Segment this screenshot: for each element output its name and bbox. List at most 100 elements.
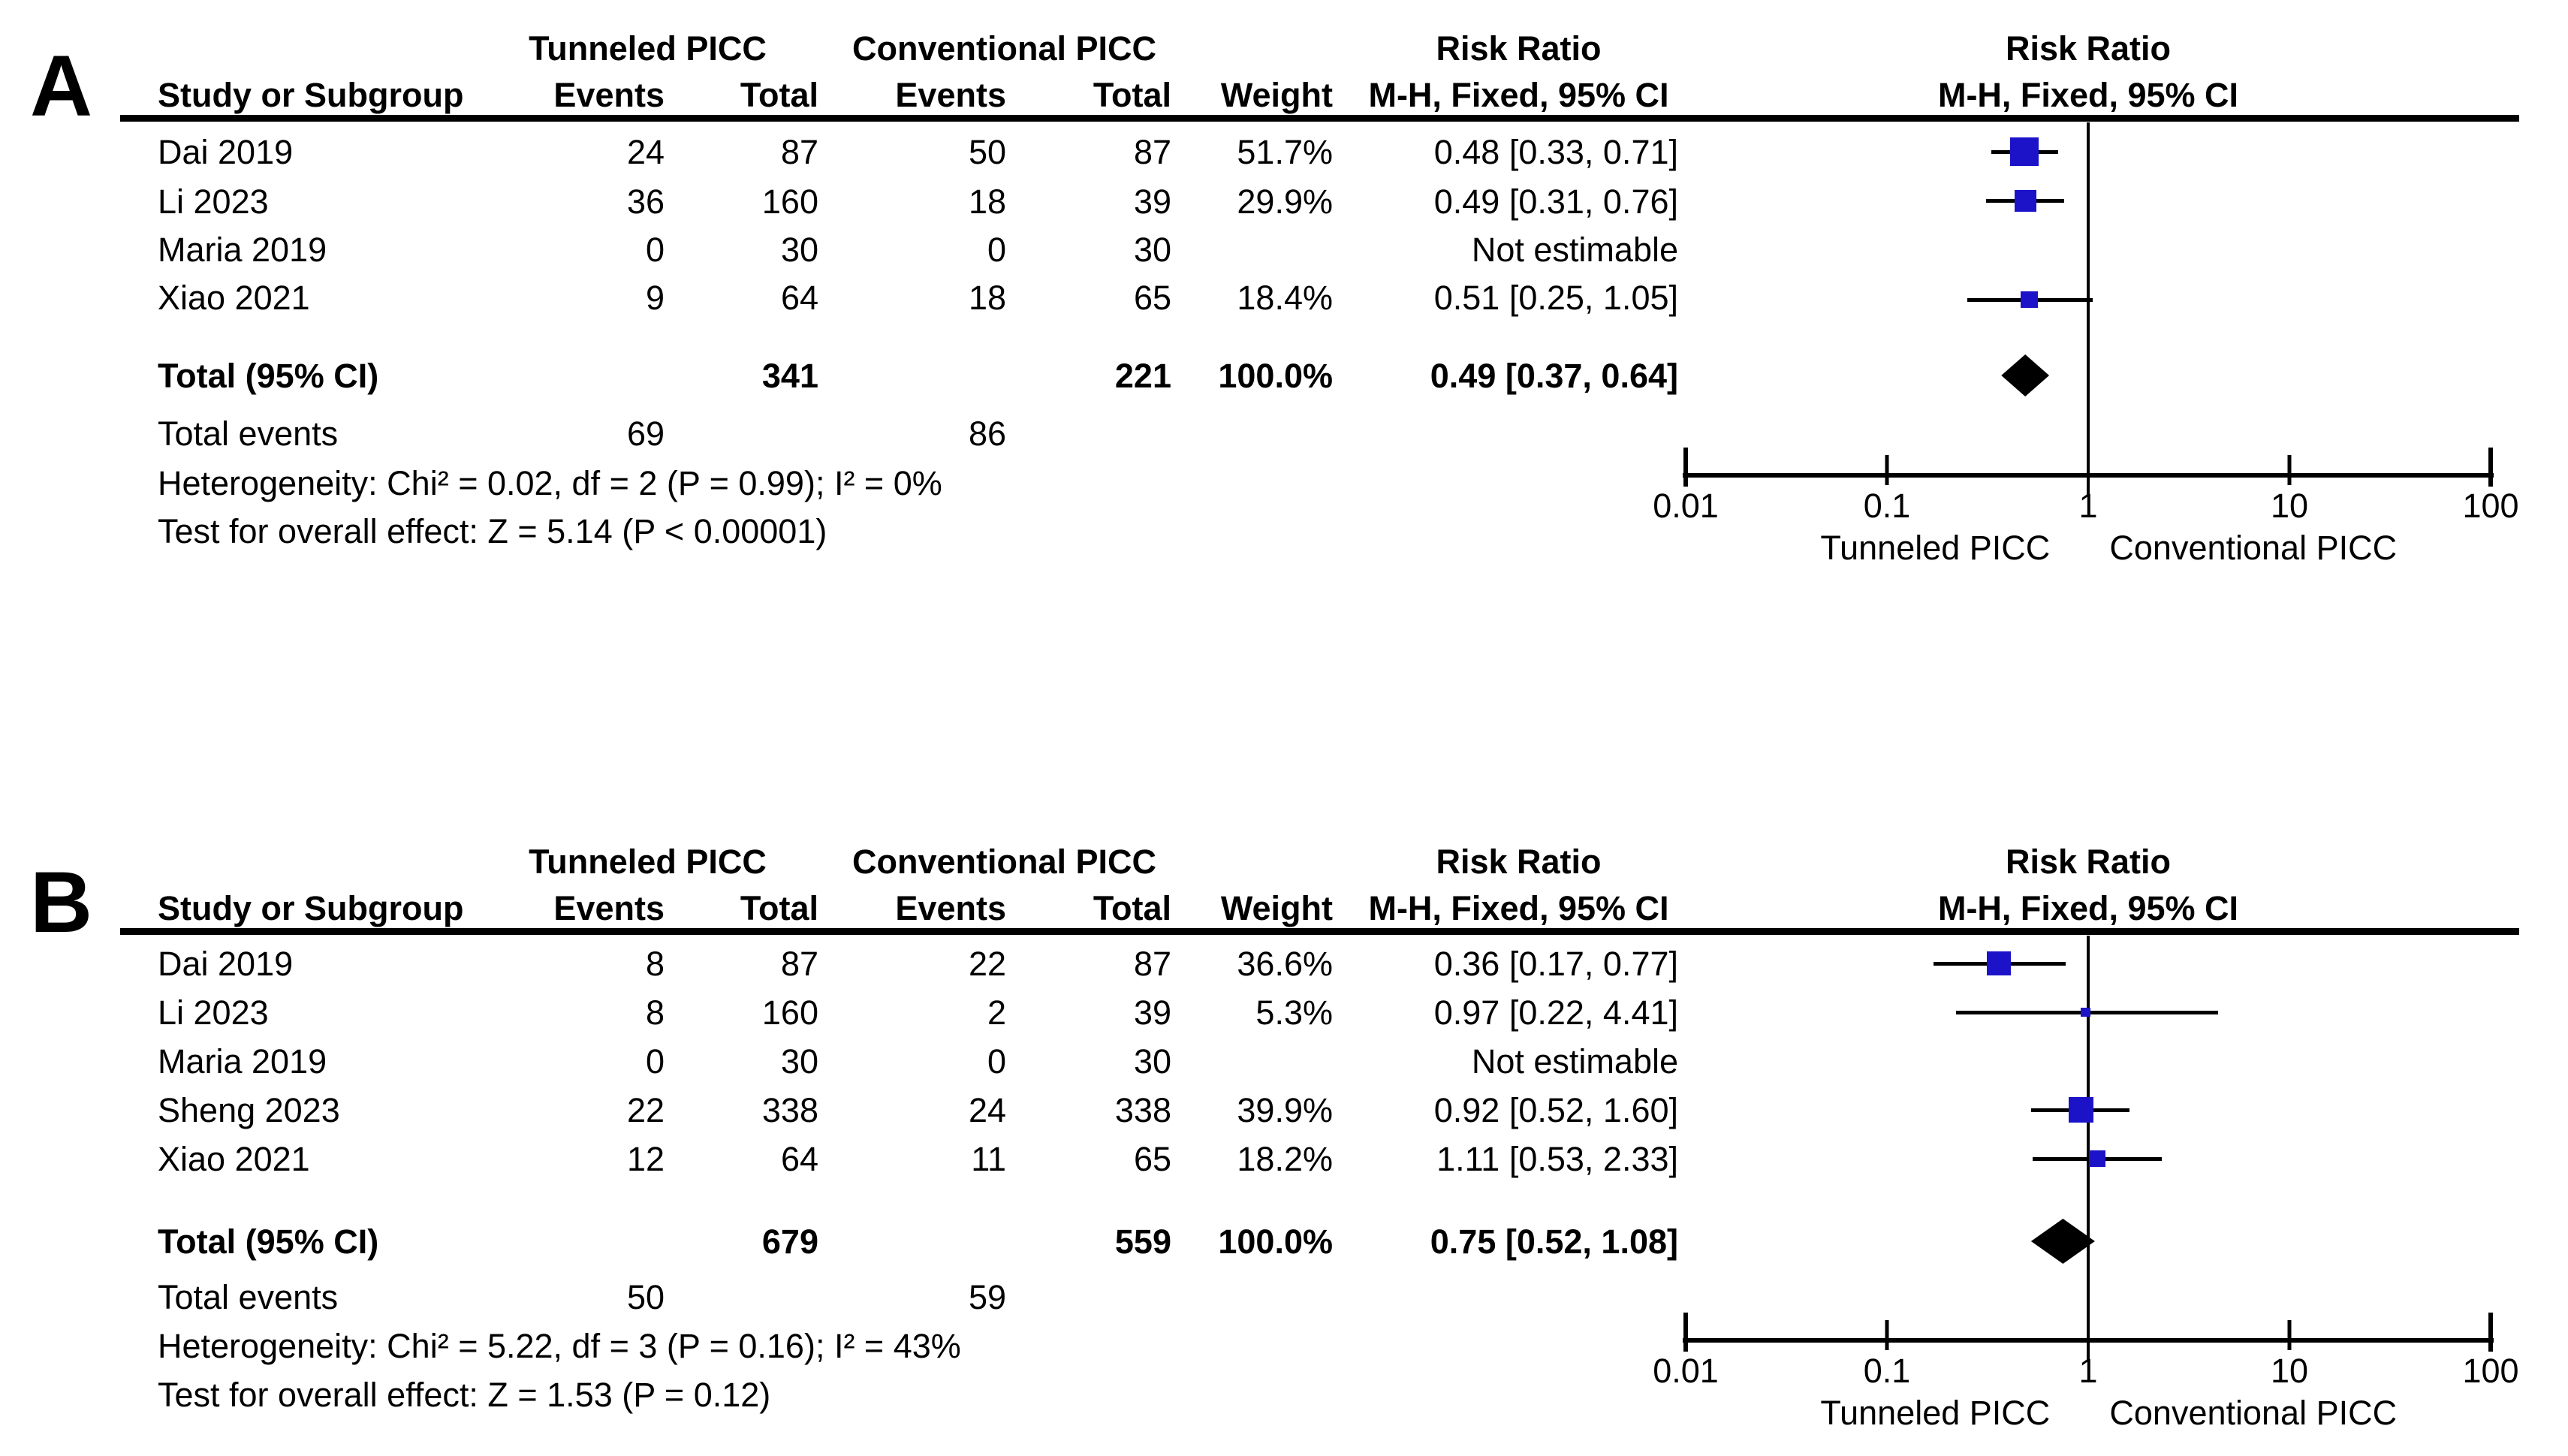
total2: 338 (1114, 1091, 1171, 1129)
axis-tick (2488, 448, 2493, 487)
col-header-total1: Total (740, 889, 818, 927)
study-row: Maria 2019 0 30 0 30 Not estimable (0, 1038, 2568, 1085)
total1: 679 (761, 1222, 818, 1261)
events1: 36 (626, 182, 665, 221)
plot-effect-measure-header: Risk Ratio (2005, 843, 2172, 881)
axis-tick (1683, 448, 1688, 487)
panel-label: B (30, 855, 93, 951)
col-header-events2: Events (895, 889, 1006, 927)
ci-text: Not estimable (1471, 1042, 1678, 1081)
ci-text: 0.51 [0.25, 1.05] (1433, 279, 1678, 317)
total1: 160 (761, 182, 818, 221)
events2: 2 (987, 993, 1006, 1032)
col-header-study: Study or Subgroup (158, 76, 464, 114)
total2: 65 (1133, 279, 1171, 317)
ci-text: 0.75 [0.52, 1.08] (1430, 1222, 1678, 1261)
no-effect-line (2087, 122, 2090, 496)
total-events-label: Total events (158, 1278, 339, 1316)
ci-text: Not estimable (1471, 231, 1678, 269)
total-label: Total (95% CI) (158, 1222, 379, 1261)
total2: 39 (1133, 182, 1171, 221)
col-header-total2: Total (1093, 76, 1171, 114)
plot-method-header: M-H, Fixed, 95% CI (1937, 76, 2239, 114)
total-label: Total (95% CI) (158, 357, 379, 395)
forest-plot-area-a: 0.01 0.1 1 10 100 Tunneled PICC Conventi… (1653, 122, 2519, 565)
group2-header: Conventional PICC (851, 843, 1157, 881)
x-axis-line (1683, 473, 2494, 478)
total2: 221 (1114, 357, 1171, 395)
study-row: Dai 2019 24 87 50 87 51.7% 0.48 [0.33, 0… (0, 129, 2568, 176)
effect-square (2021, 291, 2038, 309)
total-events-label: Total events (158, 414, 339, 453)
total1: 338 (761, 1091, 818, 1129)
total-events1: 69 (626, 414, 665, 453)
header-rule (120, 928, 2519, 935)
heterogeneity-row: Heterogeneity: Chi² = 0.02, df = 2 (P = … (0, 460, 2568, 507)
total1: 341 (761, 357, 818, 395)
col-header-weight: Weight (1220, 889, 1333, 927)
axis-tick-label: 10 (2270, 487, 2309, 525)
heterogeneity-text: Heterogeneity: Chi² = 5.22, df = 3 (P = … (158, 1327, 961, 1365)
axis-tick-label: 0.1 (1863, 487, 1911, 525)
pooled-diamond (2030, 1219, 2095, 1264)
effect-measure-header: Risk Ratio (1436, 843, 1602, 881)
events2: 22 (968, 945, 1006, 983)
study-name: Li 2023 (158, 993, 269, 1032)
col-header-events1: Events (553, 889, 665, 927)
col-header-total2: Total (1093, 889, 1171, 927)
total2: 30 (1133, 1042, 1171, 1081)
axis-tick-label: 0.01 (1653, 1352, 1719, 1390)
events2: 50 (968, 133, 1006, 171)
study-row: Xiao 2021 12 64 11 65 18.2% 1.11 [0.53, … (0, 1136, 2568, 1183)
favours-right-label: Conventional PICC (2109, 529, 2398, 567)
header-rule (120, 115, 2519, 122)
group1-header: Tunneled PICC (529, 843, 767, 881)
axis-tick-label: 100 (2462, 1352, 2519, 1390)
events1: 0 (645, 1042, 665, 1081)
axis-tick (1683, 1313, 1688, 1352)
effect-square (2088, 1150, 2106, 1168)
total2: 65 (1133, 1140, 1171, 1178)
overall-effect-text: Test for overall effect: Z = 5.14 (P < 0… (158, 512, 827, 550)
weight: 18.2% (1237, 1140, 1333, 1178)
x-axis-line (1683, 1338, 2494, 1343)
axis-tick-label: 0.01 (1653, 487, 1719, 525)
events1: 9 (645, 279, 665, 317)
col-header-method: M-H, Fixed, 95% CI (1368, 889, 1669, 927)
total1: 160 (761, 993, 818, 1032)
ci-text: 0.48 [0.33, 0.71] (1433, 133, 1678, 171)
ci-text: 1.11 [0.53, 2.33] (1436, 1140, 1678, 1178)
axis-tick (2287, 455, 2292, 485)
total1: 30 (780, 231, 818, 269)
col-header-weight: Weight (1220, 76, 1333, 114)
axis-tick (1885, 455, 1889, 485)
total1: 30 (780, 1042, 818, 1081)
study-row: Maria 2019 0 30 0 30 Not estimable (0, 227, 2568, 273)
column-header-row: Study or Subgroup Events Total Events To… (0, 72, 2568, 119)
weight: 51.7% (1237, 133, 1333, 171)
study-row: Li 2023 36 160 18 39 29.9% 0.49 [0.31, 0… (0, 179, 2568, 225)
group-header-row: Tunneled PICC Conventional PICC Risk Rat… (0, 26, 2568, 72)
total-events-row: Total events 50 59 (0, 1274, 2568, 1321)
events1: 8 (645, 993, 665, 1032)
col-header-study: Study or Subgroup (158, 889, 464, 927)
events1: 0 (645, 231, 665, 269)
study-name: Sheng 2023 (158, 1091, 340, 1129)
weight: 39.9% (1237, 1091, 1333, 1129)
col-header-events2: Events (895, 76, 1006, 114)
study-row: Dai 2019 8 87 22 87 36.6% 0.36 [0.17, 0.… (0, 941, 2568, 987)
favours-right-label: Conventional PICC (2109, 1394, 2398, 1432)
axis-tick-label: 100 (2462, 487, 2519, 525)
study-name: Dai 2019 (158, 945, 294, 983)
total2: 87 (1133, 133, 1171, 171)
weight: 18.4% (1237, 279, 1333, 317)
study-name: Maria 2019 (158, 231, 327, 269)
total2: 30 (1133, 231, 1171, 269)
events1: 8 (645, 945, 665, 983)
events2: 11 (971, 1140, 1006, 1178)
total-events2: 86 (968, 414, 1006, 453)
total1: 64 (780, 279, 818, 317)
total2: 559 (1114, 1222, 1171, 1261)
